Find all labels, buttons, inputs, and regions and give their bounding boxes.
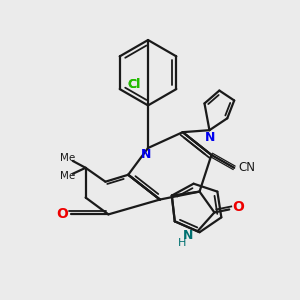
Text: O: O <box>232 200 244 214</box>
Text: N: N <box>141 148 151 161</box>
Text: CN: CN <box>238 161 256 174</box>
Text: Me: Me <box>60 171 75 181</box>
Text: N: N <box>205 130 216 144</box>
Text: O: O <box>56 207 68 221</box>
Text: Cl: Cl <box>127 78 140 91</box>
Text: Cl: Cl <box>127 78 140 91</box>
Text: Me: Me <box>60 153 75 163</box>
Text: N: N <box>182 229 193 242</box>
Text: H: H <box>178 238 186 248</box>
